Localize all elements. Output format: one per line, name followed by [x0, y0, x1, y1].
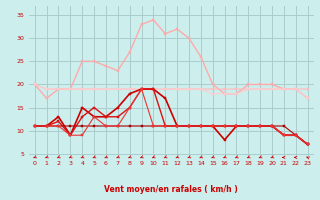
- X-axis label: Vent moyen/en rafales ( km/h ): Vent moyen/en rafales ( km/h ): [104, 185, 238, 194]
